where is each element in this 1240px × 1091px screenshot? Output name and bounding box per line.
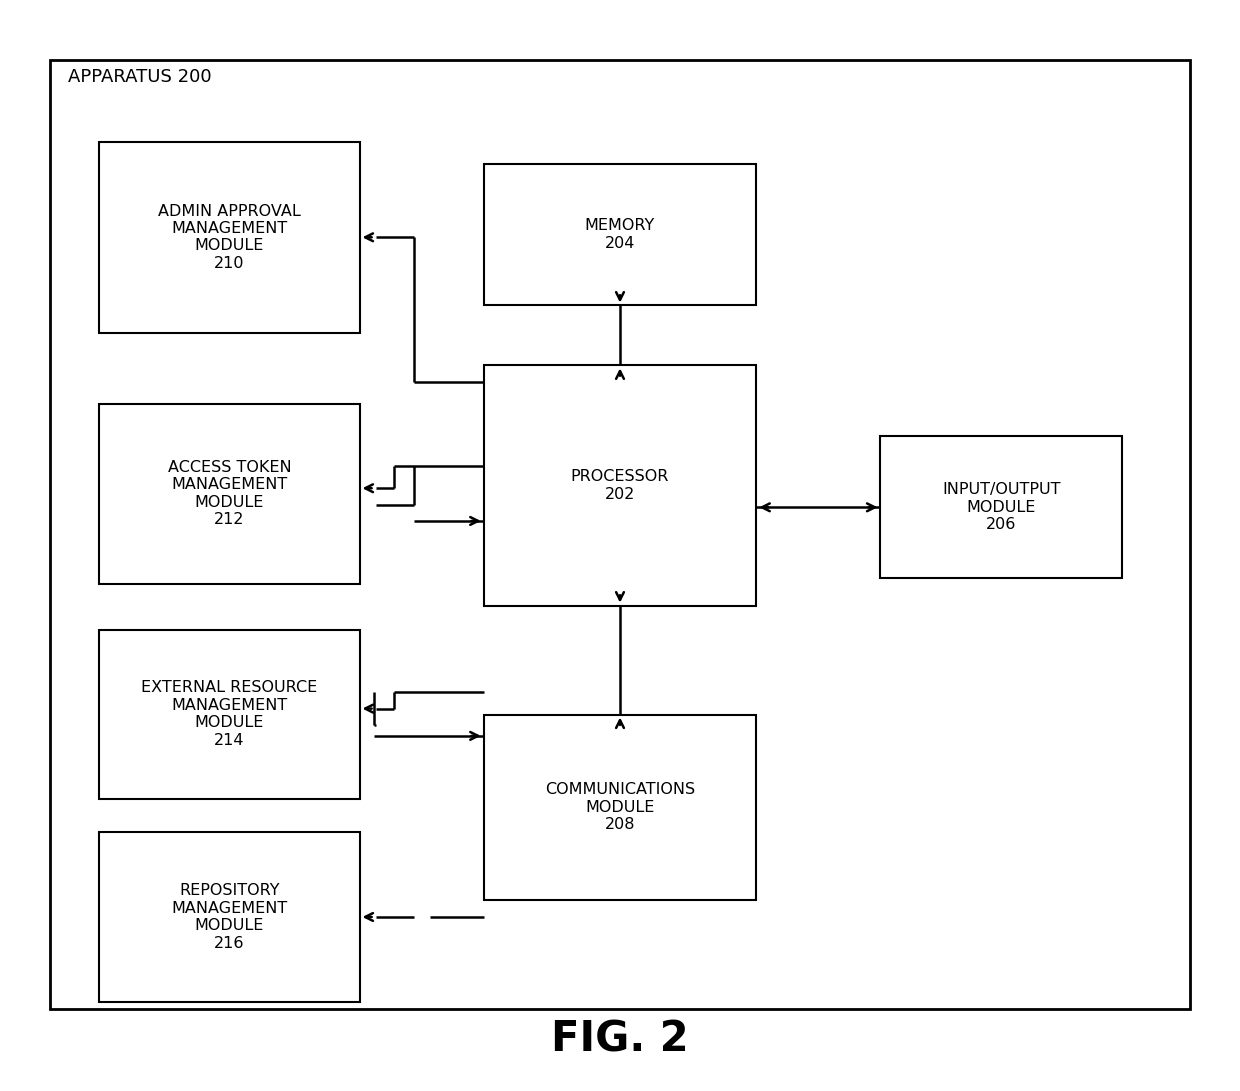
Bar xyxy=(99,142,360,333)
Text: APPARATUS 200: APPARATUS 200 xyxy=(68,68,212,85)
Bar xyxy=(880,436,1122,578)
Text: MEMORY
204: MEMORY 204 xyxy=(585,218,655,251)
Bar xyxy=(484,365,756,606)
Text: FIG. 2: FIG. 2 xyxy=(552,1019,688,1060)
Text: INPUT/OUTPUT
MODULE
206: INPUT/OUTPUT MODULE 206 xyxy=(942,482,1060,532)
Bar xyxy=(484,715,756,900)
Text: PROCESSOR
202: PROCESSOR 202 xyxy=(570,469,670,502)
Text: COMMUNICATIONS
MODULE
208: COMMUNICATIONS MODULE 208 xyxy=(544,782,696,832)
Bar xyxy=(484,164,756,305)
Text: ADMIN APPROVAL
MANAGEMENT
MODULE
210: ADMIN APPROVAL MANAGEMENT MODULE 210 xyxy=(157,204,301,271)
Text: EXTERNAL RESOURCE
MANAGEMENT
MODULE
214: EXTERNAL RESOURCE MANAGEMENT MODULE 214 xyxy=(141,681,317,747)
Text: ACCESS TOKEN
MANAGEMENT
MODULE
212: ACCESS TOKEN MANAGEMENT MODULE 212 xyxy=(167,460,291,527)
Bar xyxy=(99,630,360,799)
Bar xyxy=(99,404,360,584)
Text: REPOSITORY
MANAGEMENT
MODULE
216: REPOSITORY MANAGEMENT MODULE 216 xyxy=(171,884,288,950)
Bar xyxy=(99,832,360,1002)
Bar xyxy=(50,60,1190,1009)
